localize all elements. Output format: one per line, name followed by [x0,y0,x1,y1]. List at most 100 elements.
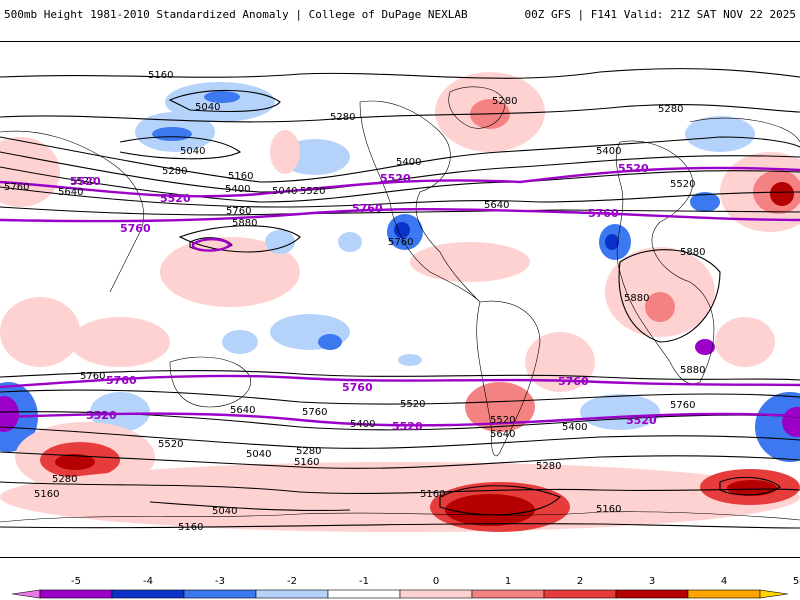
europe-africa-coast [615,140,715,385]
purple-contour-labels: 5520 5520 5520 5520 5760 5760 5760 5760 … [70,162,657,433]
colorbar-swatch [759,589,789,599]
contour-5760 [0,206,800,216]
colorbar-tick-label: 5 [793,576,799,587]
purple-closed-5880 [191,238,232,252]
colorbar-swatch [543,589,617,599]
contour-label: 5520 [392,420,423,433]
contour-5040b [119,136,242,160]
reference-contours [0,166,800,427]
contour-label: 5520 [626,414,657,427]
anomaly-shading [0,72,800,532]
contour-label: 5760 [302,407,327,418]
contour-label: 5160 [178,522,203,533]
colorbar-swatch [39,589,113,599]
asia-coast [689,117,800,143]
negative-anomaly [152,127,192,141]
contour-label: 5520 [70,176,95,187]
purple-contour-5520-south [0,412,800,427]
contour-label: 5280 [658,104,683,115]
contour-5040s [149,501,351,511]
contour-low-se [719,476,781,496]
contour-label: 5280 [492,96,517,107]
colorbar-swatch [471,589,545,599]
negative-anomaly [605,234,619,250]
contour-label: 5400 [596,146,621,157]
contour-label: 5880 [232,218,257,229]
negative-anomaly [222,330,258,354]
contour-label: 5760 [388,237,413,248]
negative-anomaly [338,232,362,252]
header: 500mb Height 1981-2010 Standardized Anom… [0,0,800,30]
contour-label: 5520 [400,399,425,410]
colorbar-tick-label: 1 [505,576,511,587]
contour-label: 5760 [226,206,251,217]
positive-anomaly [645,292,675,322]
negative-anomaly [695,339,715,355]
contour-label: 5520 [670,179,695,190]
negative-anomaly [685,116,755,152]
colorbar-swatch [399,589,473,599]
model-run-info: 00Z GFS | F141 Valid: 21Z SAT NOV 22 202… [524,8,796,21]
colorbar-tick-label: 2 [577,576,583,587]
contour-label: 5640 [490,429,515,440]
colorbar-swatch [183,589,257,599]
colorbar-swatch [615,589,689,599]
positive-anomaly [770,182,794,206]
contour-label: 5760 [106,374,137,387]
colorbar-tick-label: -5 [71,576,81,587]
contour-label: 5400 [225,184,250,195]
contour-label: 5400 [562,422,587,433]
colorbar-tick-label: -1 [359,576,369,587]
colorbar-tick-label: -2 [287,576,297,587]
contour-label: 5520 [158,439,183,450]
contour-label: 5520 [160,192,191,205]
black-contour-labels: 5160 5040 5040 5280 5160 5280 5400 5640 … [4,70,705,533]
colorbar-graphic: -5 -4 -3 -2 -1 0 1 2 3 4 5 [11,576,799,599]
contour-label: 5760 [352,202,383,215]
contour-label: 5760 [558,375,589,388]
contour-label: 5760 [80,371,105,382]
positive-anomaly [70,317,170,367]
colorbar-ticks: -5 -4 -3 -2 -1 0 1 2 3 4 5 [71,576,799,587]
contour-label: 5640 [484,200,509,211]
purple-contour-5760-north [0,208,800,223]
negative-anomaly [204,91,240,103]
map-panel: 5160 5040 5040 5280 5160 5280 5400 5640 … [0,41,800,558]
contour-5520 [0,166,800,203]
positive-anomaly [0,297,80,367]
negative-anomaly [690,192,720,212]
contour-5280s [0,451,800,469]
contour-label: 5160 [420,489,445,500]
contour-label: 5520 [618,162,649,175]
contour-label: 5640 [58,187,83,198]
contour-label: 5520 [300,186,325,197]
contour-label: 5040 [180,146,205,157]
colorbar: -5 -4 -3 -2 -1 0 1 2 3 4 5 [0,560,800,600]
australia-coast [169,356,252,408]
contour-low-south [439,485,561,516]
contour-label: 5280 [330,112,355,123]
negative-anomaly [265,230,295,254]
contour-5160s [0,481,800,494]
negative-anomaly [90,392,150,432]
contour-5160-bottom [0,523,800,529]
positive-anomaly [715,317,775,367]
contour-label: 5040 [246,449,271,460]
positive-anomaly [0,462,800,532]
contour-label: 5760 [4,182,29,193]
positive-anomaly [525,332,595,392]
colorbar-tick-label: -3 [215,576,225,587]
contour-label: 5040 [212,506,237,517]
contour-label: 5160 [596,504,621,515]
colorbar-tick-label: 4 [721,576,727,587]
contour-label: 5880 [624,293,649,304]
north-america-coast [359,100,481,303]
colorbar-tick-label: 0 [433,576,439,587]
negative-anomaly [318,334,342,350]
positive-anomaly [727,480,777,496]
colorbar-swatch [11,589,41,599]
contour-label: 5040 [272,186,297,197]
purple-contour-5520-north [0,166,800,198]
contour-label: 5280 [536,461,561,472]
negative-anomaly [580,394,660,430]
